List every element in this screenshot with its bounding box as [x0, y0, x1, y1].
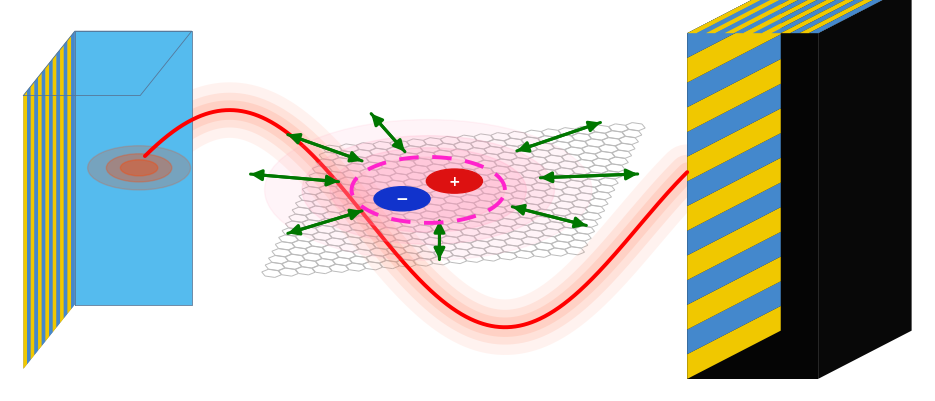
- Polygon shape: [743, 0, 846, 34]
- Polygon shape: [706, 0, 809, 34]
- Polygon shape: [687, 34, 818, 379]
- Polygon shape: [50, 60, 52, 337]
- Polygon shape: [687, 10, 781, 83]
- Polygon shape: [697, 0, 799, 34]
- Polygon shape: [38, 73, 42, 350]
- Polygon shape: [687, 208, 781, 280]
- Polygon shape: [687, 158, 781, 231]
- Polygon shape: [687, 183, 781, 256]
- Polygon shape: [23, 92, 27, 369]
- Circle shape: [352, 158, 505, 223]
- Circle shape: [265, 120, 592, 261]
- Polygon shape: [687, 60, 781, 133]
- Polygon shape: [56, 51, 60, 328]
- Polygon shape: [75, 32, 192, 305]
- Polygon shape: [42, 69, 46, 346]
- Polygon shape: [715, 0, 818, 34]
- Polygon shape: [781, 0, 884, 34]
- Polygon shape: [687, 306, 781, 379]
- Polygon shape: [71, 32, 75, 309]
- Polygon shape: [23, 32, 192, 96]
- Polygon shape: [818, 0, 912, 379]
- Polygon shape: [687, 0, 790, 34]
- Polygon shape: [23, 32, 75, 369]
- Circle shape: [107, 154, 172, 182]
- Polygon shape: [687, 0, 912, 34]
- Polygon shape: [60, 46, 64, 323]
- Polygon shape: [687, 0, 781, 59]
- Polygon shape: [687, 0, 781, 379]
- Polygon shape: [687, 35, 781, 108]
- Polygon shape: [31, 83, 35, 360]
- Polygon shape: [46, 64, 50, 341]
- Circle shape: [302, 136, 554, 245]
- Polygon shape: [790, 0, 893, 34]
- Text: −: −: [396, 192, 409, 207]
- Polygon shape: [687, 85, 781, 157]
- Polygon shape: [67, 36, 71, 314]
- Circle shape: [426, 170, 482, 194]
- Polygon shape: [687, 109, 781, 182]
- Polygon shape: [35, 78, 38, 355]
- Polygon shape: [725, 0, 827, 34]
- Polygon shape: [809, 0, 912, 34]
- Polygon shape: [734, 0, 837, 34]
- Polygon shape: [27, 87, 31, 365]
- Circle shape: [121, 160, 158, 176]
- Polygon shape: [687, 232, 781, 305]
- Polygon shape: [753, 0, 856, 34]
- Circle shape: [330, 148, 526, 233]
- Circle shape: [88, 146, 191, 190]
- Polygon shape: [687, 257, 781, 330]
- Polygon shape: [771, 0, 874, 34]
- Text: +: +: [449, 175, 460, 188]
- Circle shape: [374, 187, 430, 211]
- Polygon shape: [687, 282, 781, 354]
- Polygon shape: [762, 0, 865, 34]
- Polygon shape: [52, 55, 56, 332]
- Polygon shape: [799, 0, 902, 34]
- Polygon shape: [64, 41, 67, 318]
- Polygon shape: [687, 134, 781, 207]
